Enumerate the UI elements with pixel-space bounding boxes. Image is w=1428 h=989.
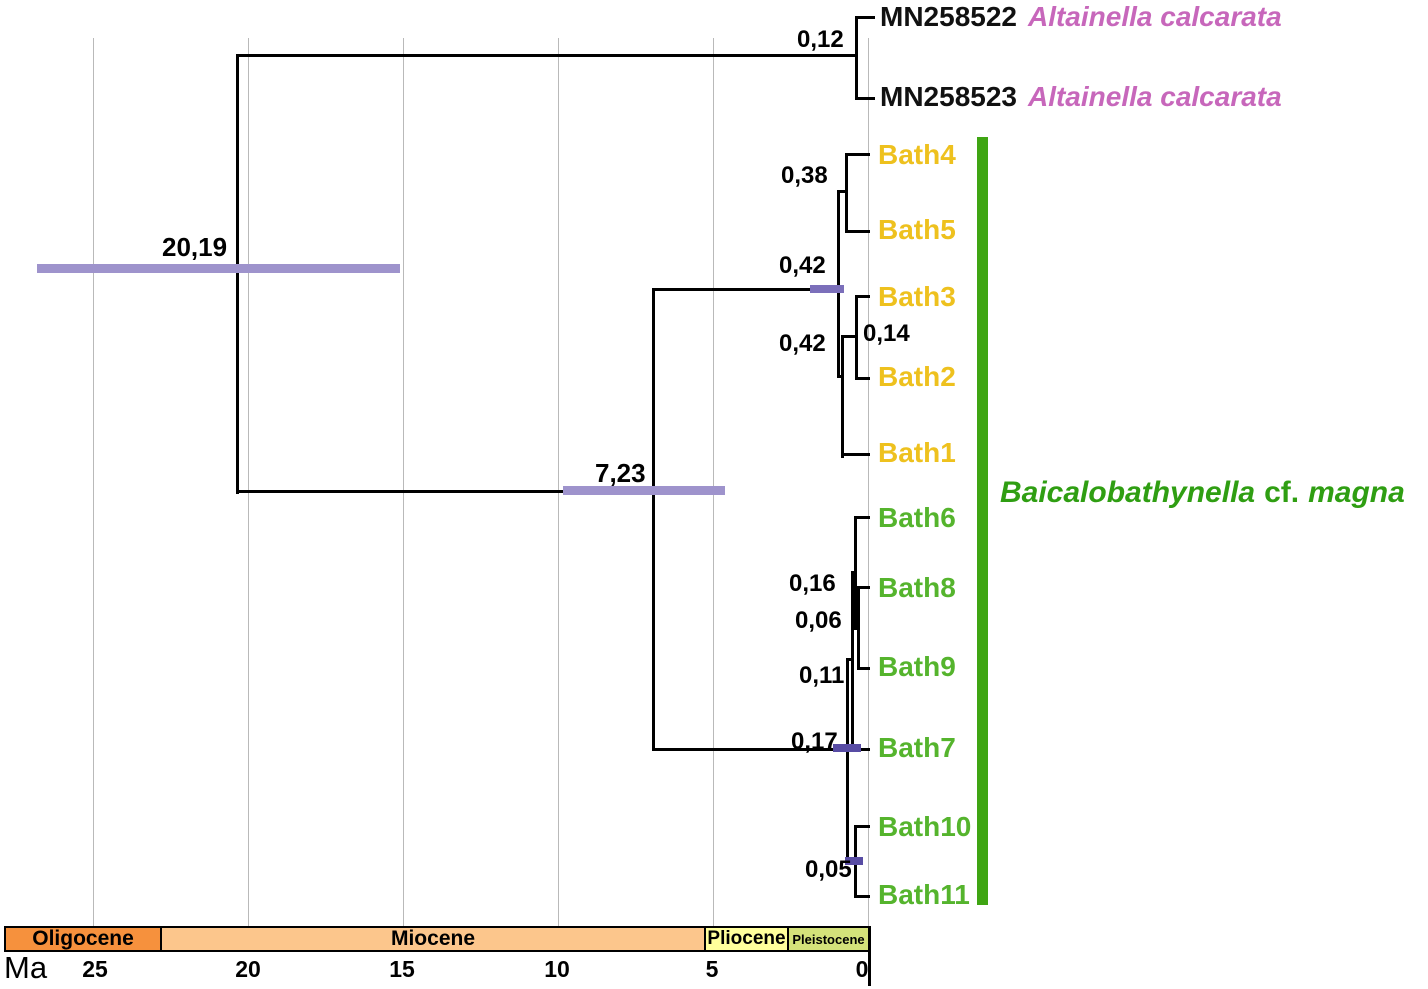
branch-altainella-node [855,16,858,100]
gridline-25ma [93,38,94,927]
clade-qualifier: cf. [1264,476,1300,509]
branch-green-stem [652,748,849,751]
node-age-green-crown: 0,17 [791,728,838,755]
hpd-bar-root [37,264,400,273]
epoch-oligocene: Oligocene [6,927,160,950]
node-age-011: 0,11 [799,662,845,689]
axis-tick-25: 25 [82,956,108,982]
branch-bath321-stem [837,375,844,378]
branch-green-inner2-node [854,516,857,630]
axis-tick-15: 15 [389,956,415,982]
node-age-bath-crown: 7,23 [595,458,646,488]
clade-bar-baicalobathynella [977,137,988,905]
branch-tip-bath11 [854,895,870,898]
branch-bath32-node [855,295,858,380]
tip-label-mn258523: MN258523 Altainella calcarata [880,81,1282,113]
branch-tip-bath9 [857,667,870,670]
branch-yellow-stem [652,288,840,291]
tip-label-bath2: Bath2 [878,361,956,392]
branch-tip-bath5 [845,230,870,233]
axis-tick-0: 0 [855,956,869,982]
hpd-bar-yellow-crown [810,285,844,293]
branch-tip-mn258522 [855,16,875,19]
branch-tip-bath3 [855,295,870,298]
branch-bath45-stem [837,190,848,193]
node-age-bath1011: 0,05 [805,856,852,883]
tip-label-bath11: Bath11 [878,879,970,910]
hpd-bar-green-crown [833,744,861,752]
gridline-5ma [713,38,714,927]
branch-green-inner1-node [851,571,854,751]
node-age-006: 0,06 [795,607,842,634]
branch-bath45-node [845,153,848,233]
branch-tip-bath1 [841,453,870,456]
branch-bath-stem [236,490,655,493]
node-age-bath321: 0,42 [779,330,826,357]
epoch-pliocene: Pliocene [704,928,787,950]
gridline-0ma [868,38,869,927]
hpd-bar-bath1011 [845,857,863,865]
epoch-pleistocene: Pleistocene [787,928,868,950]
axis-unit-label: Ma [4,950,48,985]
branch-outgroup-stem [236,54,858,57]
tip-label-bath7: Bath7 [878,732,956,763]
tip-label-bath1: Bath1 [878,437,956,468]
branch-green-inner1-stem [846,658,854,661]
axis-tick-10: 10 [544,956,570,982]
branch-bath321-node [841,335,844,458]
epoch-miocene: Miocene [160,927,704,950]
tip-label-bath9: Bath9 [878,651,956,682]
branch-root-vertical [236,54,239,494]
species-mn258523: Altainella calcarata [1027,81,1282,112]
geologic-timescale-bar: Oligocene Miocene Pliocene Pleistocene [4,926,870,952]
tip-label-bath6: Bath6 [878,502,956,533]
tip-label-bath4: Bath4 [878,139,956,170]
branch-tip-bath8 [857,586,870,589]
accession-mn258522: MN258522 [880,1,1017,32]
tip-label-bath3: Bath3 [878,281,956,312]
node-age-yellow-crown: 0,42 [779,252,826,279]
branch-bath89-node [857,586,860,670]
branch-bath32-stem [841,335,858,338]
axis-tick-5: 5 [705,956,719,982]
tip-label-bath10: Bath10 [878,811,972,842]
tip-label-mn258522: MN258522 Altainella calcarata [880,1,1282,33]
branch-tip-mn258523 [855,97,875,100]
branch-tip-bath4 [845,153,870,156]
hpd-bar-bath-crown [563,486,725,495]
node-age-altainella: 0,12 [797,26,844,53]
axis-end-line [868,926,871,986]
branch-bath-crown [652,288,655,751]
branch-tip-bath6 [854,516,870,519]
species-mn258522: Altainella calcarata [1027,1,1282,32]
branch-tip-bath2 [855,377,870,380]
accession-mn258523: MN258523 [880,81,1017,112]
gridline-20ma [248,38,249,927]
branch-yellow-crown [837,190,840,378]
gridline-10ma [558,38,559,927]
clade-genus: Baicalobathynella [1000,476,1256,509]
node-age-root: 20,19 [162,232,228,262]
node-age-016: 0,16 [789,570,836,597]
branch-green-crown [846,658,849,864]
clade-species: magna [1308,476,1405,509]
node-age-bath45: 0,38 [781,162,828,189]
tip-label-bath8: Bath8 [878,572,956,603]
clade-label-baicalobathynella: Baicalobathynella cf. magna [1000,476,1405,510]
axis-tick-20: 20 [235,956,261,982]
tip-label-bath5: Bath5 [878,214,956,245]
node-age-bath32: 0,14 [863,320,910,347]
branch-tip-bath10 [854,825,870,828]
gridline-15ma [403,38,404,927]
